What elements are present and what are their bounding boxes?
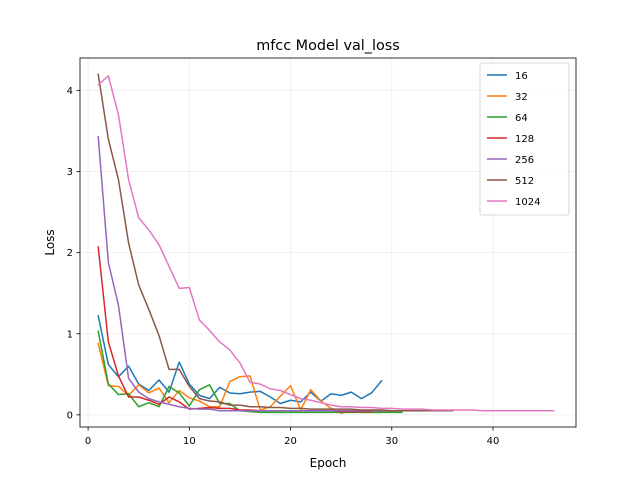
y-tick-label: 2 — [67, 248, 73, 259]
y-tick-label: 0 — [67, 410, 73, 421]
legend-entry: 128 — [515, 134, 534, 145]
x-tick-label: 20 — [284, 436, 297, 447]
series-line-16 — [97, 315, 383, 405]
series-line-512 — [97, 73, 454, 412]
plot-area-frame — [79, 57, 577, 428]
y-tick-label: 1 — [67, 329, 73, 340]
y-axis-ticks: 0 1 2 3 4 — [67, 86, 80, 421]
series-line-1024 — [97, 75, 555, 412]
series-line-64 — [97, 330, 403, 414]
legend-entry: 32 — [515, 92, 528, 103]
y-axis-label: Loss — [43, 229, 57, 255]
legend-entry: 64 — [515, 113, 528, 124]
x-tick-label: 40 — [487, 436, 500, 447]
y-tick-label: 4 — [67, 86, 73, 97]
legend-entry: 16 — [515, 71, 528, 82]
series-lines — [97, 73, 555, 414]
x-axis-label: Epoch — [310, 456, 347, 470]
x-tick-label: 0 — [85, 436, 91, 447]
x-tick-label: 30 — [385, 436, 398, 447]
x-tick-label: 10 — [183, 436, 196, 447]
legend: 16 32 64 128 256 512 1024 — [479, 62, 570, 216]
x-axis-ticks: 0 10 20 30 40 — [85, 427, 499, 447]
chart-title: mfcc Model val_loss — [256, 38, 400, 54]
y-tick-label: 3 — [67, 167, 73, 178]
legend-entry: 512 — [515, 176, 534, 187]
legend-box — [479, 62, 570, 216]
legend-entry: 1024 — [515, 197, 540, 208]
legend-entry: 256 — [515, 155, 534, 166]
